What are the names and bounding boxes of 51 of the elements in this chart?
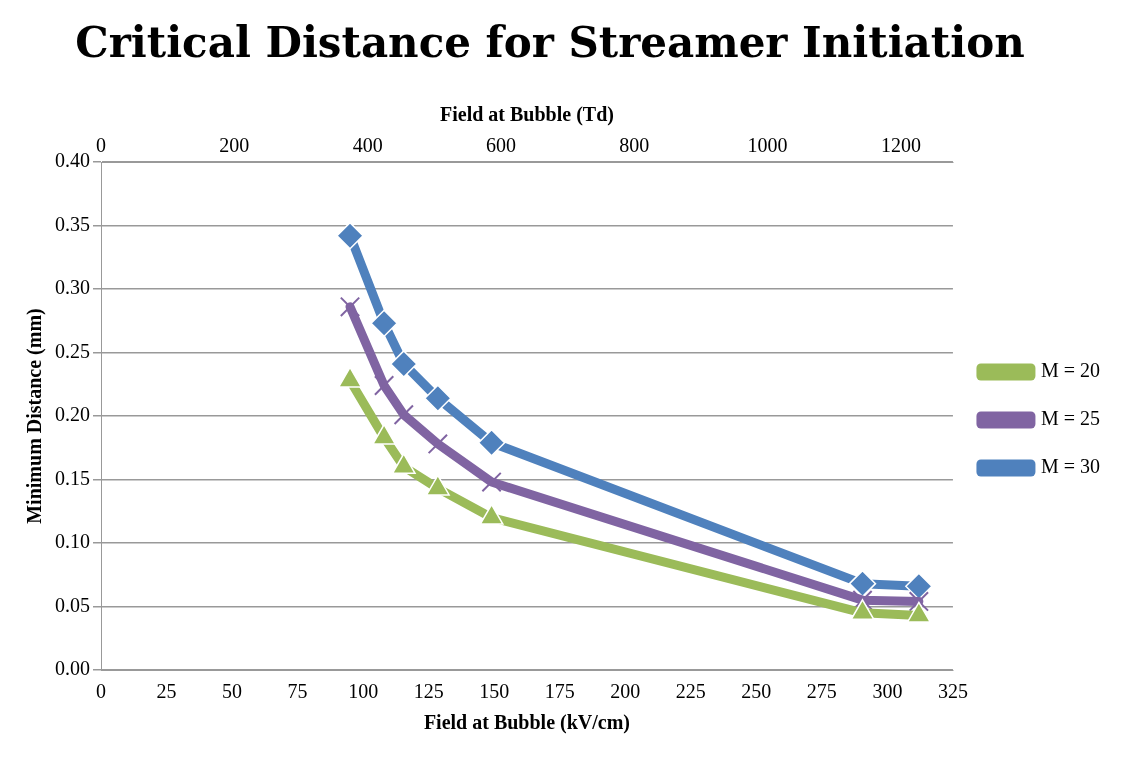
x-tick-label: 225: [675, 680, 706, 703]
point: [393, 404, 414, 425]
x-tick-label: 275: [806, 680, 837, 703]
legend-label: M = 25: [1040, 407, 1100, 430]
x-tick-label: 100: [348, 680, 379, 703]
y-tick-label: 0.30: [55, 276, 90, 299]
y-tick-label: 0.40: [55, 149, 90, 172]
point: [339, 296, 361, 317]
point: [373, 375, 395, 396]
x2-tick-label: 200: [219, 134, 250, 157]
x2-tick-label: 600: [485, 134, 516, 157]
point: [427, 433, 449, 455]
x-tick-label: 50: [222, 680, 243, 703]
x-tick-label: 175: [544, 680, 575, 703]
y-tick-label: 0.05: [55, 593, 90, 616]
chart-title: Critical Distance for Streamer Initiation: [74, 18, 1026, 67]
x-tick-label: 325: [937, 680, 968, 703]
x2-tick-label: 400: [352, 134, 383, 157]
x2-tick-label: 0: [96, 134, 106, 157]
x2-tick-label: 800: [619, 134, 650, 157]
x2-axis-title: Field at Bubble (Td): [440, 103, 614, 127]
point: [424, 384, 452, 412]
point: [852, 589, 873, 611]
x-tick-label: 0: [96, 680, 106, 703]
y-tick-label: 0.20: [55, 403, 90, 426]
x-tick-label: 150: [479, 680, 510, 703]
x2-tick-label: 1200: [880, 134, 921, 157]
x-axis-title: Field at Bubble (kV/cm): [423, 711, 631, 735]
point: [481, 471, 502, 493]
x-tick-label: 200: [610, 680, 641, 703]
point: [848, 569, 877, 598]
point: [390, 350, 418, 378]
x-tick-label: 300: [872, 680, 903, 703]
point: [477, 428, 506, 457]
y-tick-label: 0.00: [55, 657, 90, 680]
point: [905, 572, 933, 600]
x-tick-label: 25: [156, 680, 177, 703]
y-tick-label: 0.25: [55, 339, 90, 362]
y-axis-title: Minimum Distance (mm): [23, 308, 47, 524]
y-tick-label: 0.35: [55, 212, 90, 235]
y-tick-label: 0.15: [55, 466, 90, 489]
x-tick-label: 250: [741, 680, 772, 703]
legend-label: M = 20: [1040, 359, 1100, 382]
y-tick-label: 0.10: [55, 530, 90, 553]
legend-label: M = 30: [1040, 455, 1100, 478]
x2-tick-label: 1000: [747, 134, 788, 157]
point: [370, 309, 398, 338]
point: [336, 221, 364, 250]
x-tick-label: 125: [413, 680, 444, 703]
point: [908, 591, 930, 612]
x-tick-label: 75: [287, 680, 308, 703]
